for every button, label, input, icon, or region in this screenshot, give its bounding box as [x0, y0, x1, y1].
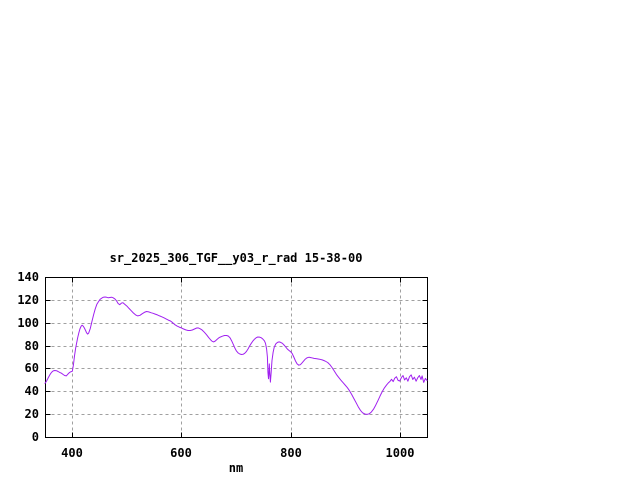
chart-title: sr_2025_306_TGF__y03_r_rad 15-38-00	[110, 251, 363, 266]
x-axis-label: nm	[229, 461, 243, 475]
x-tick-label: 1000	[386, 446, 415, 460]
y-tick-label: 140	[17, 270, 39, 284]
spectrum-line	[44, 296, 428, 415]
plot-border	[45, 277, 428, 438]
x-tick-label: 800	[280, 446, 302, 460]
y-tick-labels: 0 20 40 60 80 100 120 140	[17, 270, 39, 444]
x-tick-label: 400	[61, 446, 83, 460]
y-tick-label: 40	[25, 384, 39, 398]
x-tick-label: 600	[170, 446, 192, 460]
y-tick-label: 100	[17, 316, 39, 330]
axis-ticks	[45, 277, 428, 438]
x-tick-labels: 400 600 800 1000	[61, 446, 414, 460]
y-tick-label: 80	[25, 339, 39, 353]
grid-lines	[45, 277, 428, 438]
y-tick-label: 120	[17, 293, 39, 307]
y-tick-label: 0	[32, 430, 39, 444]
y-tick-label: 60	[25, 361, 39, 375]
y-tick-label: 20	[25, 407, 39, 421]
